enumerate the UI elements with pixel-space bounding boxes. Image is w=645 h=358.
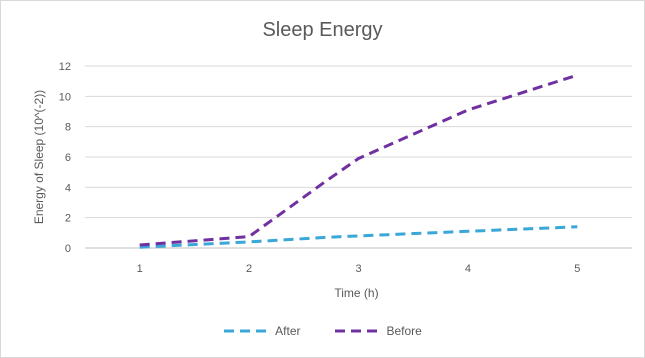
y-tick-label: 12	[59, 61, 71, 73]
series-line-before	[139, 73, 578, 247]
chart-title: Sleep Energy	[262, 19, 383, 41]
legend-item-before: Before	[334, 324, 422, 338]
y-tick-label: 0	[65, 243, 71, 255]
y-tick-label: 8	[65, 122, 71, 134]
x-tick-label: 3	[355, 263, 361, 275]
y-tick-label: 10	[59, 91, 71, 103]
legend-swatch-after	[224, 329, 267, 333]
y-tick-label: 6	[65, 152, 71, 164]
legend-label-before: Before	[386, 324, 422, 338]
y-axis-label: Energy of Sleep (10^(-2))	[32, 90, 46, 224]
x-tick-label: 1	[137, 263, 143, 275]
legend-swatch-before	[335, 329, 378, 333]
series-line-after	[139, 225, 578, 249]
x-tick-label: 2	[246, 263, 252, 275]
x-tick-label: 5	[574, 263, 580, 275]
x-tick-label: 4	[465, 263, 471, 275]
legend: After Before	[0, 324, 645, 338]
legend-label-after: After	[275, 324, 301, 338]
y-tick-label: 4	[65, 182, 71, 194]
legend-item-after: After	[223, 324, 300, 338]
x-axis-label: Time (h)	[334, 286, 378, 300]
y-tick-label: 2	[65, 213, 71, 225]
